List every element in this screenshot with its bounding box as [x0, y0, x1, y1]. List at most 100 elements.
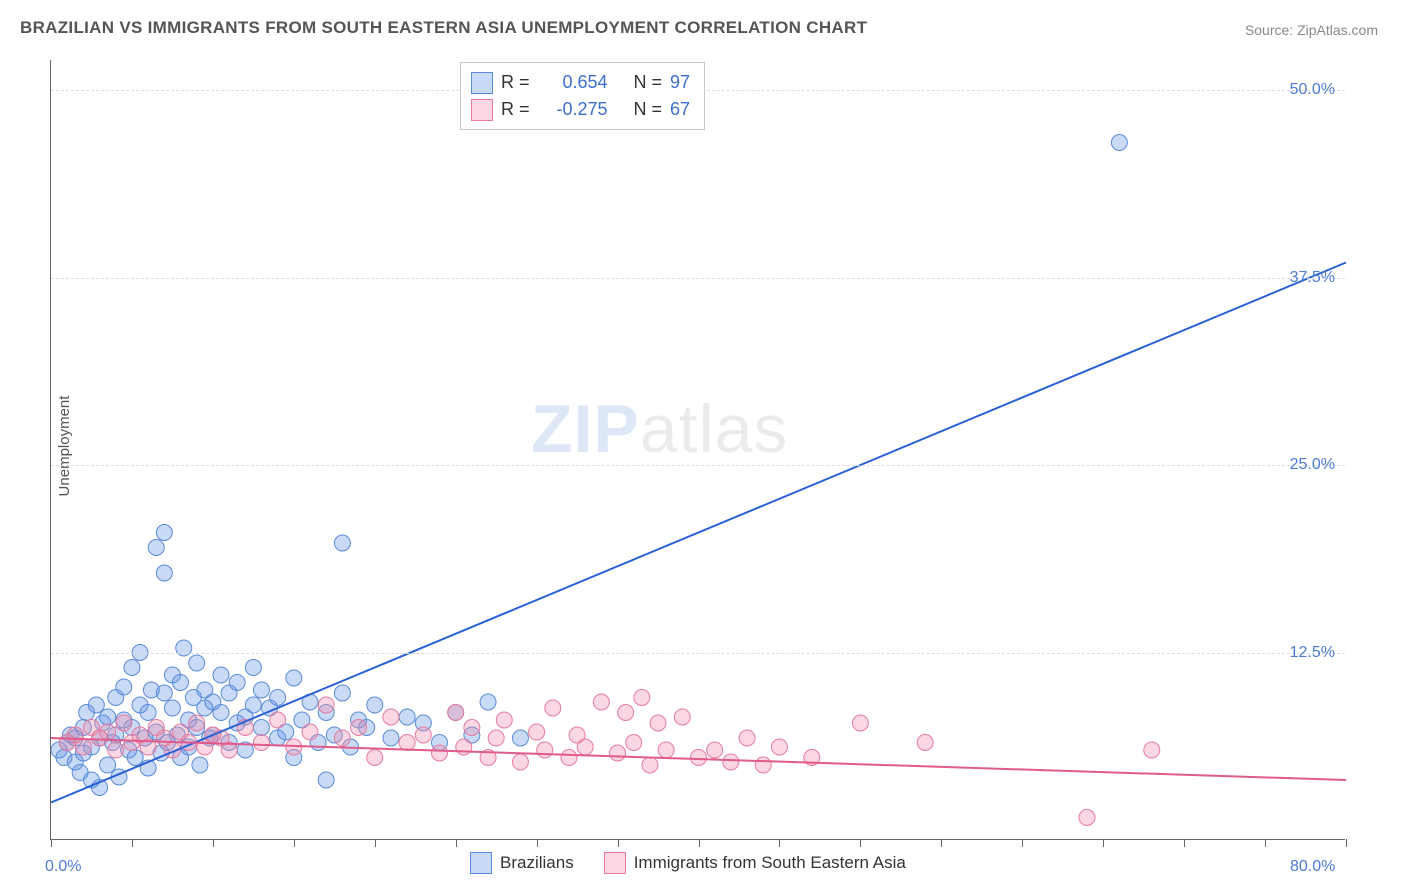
r-value-blue: 0.654 [538, 69, 608, 96]
x-tick [860, 839, 861, 847]
scatter-point [771, 739, 787, 755]
scatter-point [351, 720, 367, 736]
x-tick [1022, 839, 1023, 847]
x-axis-max-label: 80.0% [1290, 858, 1335, 876]
scatter-point [399, 709, 415, 725]
n-value-blue: 97 [670, 69, 690, 96]
x-tick [618, 839, 619, 847]
scatter-point [634, 690, 650, 706]
legend-item-blue: Brazilians [470, 852, 574, 874]
scatter-point [100, 709, 116, 725]
scatter-point [318, 772, 334, 788]
scatter-point [253, 682, 269, 698]
x-tick [537, 839, 538, 847]
n-value-pink: 67 [670, 96, 690, 123]
scatter-point [367, 750, 383, 766]
scatter-point [529, 724, 545, 740]
scatter-point [432, 745, 448, 761]
scatter-point [545, 700, 561, 716]
scatter-point [1111, 135, 1127, 151]
swatch-blue [471, 72, 493, 94]
scatter-point [650, 715, 666, 731]
scatter-point [173, 675, 189, 691]
legend: Brazilians Immigrants from South Eastern… [470, 852, 906, 874]
scatter-point [270, 712, 286, 728]
chart-plot-area: ZIPatlas 12.5%25.0%37.5%50.0% [50, 60, 1345, 840]
scatter-point [189, 655, 205, 671]
scatter-point [245, 697, 261, 713]
scatter-point [116, 679, 132, 695]
scatter-point [229, 675, 245, 691]
r-value-pink: -0.275 [538, 96, 608, 123]
x-tick [941, 839, 942, 847]
legend-swatch-blue [470, 852, 492, 874]
scatter-point [108, 742, 124, 758]
scatter-point [270, 690, 286, 706]
scatter-point [116, 715, 132, 731]
scatter-point [383, 709, 399, 725]
corr-row-blue: R = 0.654 N = 97 [471, 69, 690, 96]
source-attribution: Source: ZipAtlas.com [1245, 22, 1378, 38]
x-tick [1346, 839, 1347, 847]
scatter-point [496, 712, 512, 728]
scatter-point [302, 724, 318, 740]
legend-label-blue: Brazilians [500, 853, 574, 873]
scatter-point [318, 697, 334, 713]
scatter-point [156, 525, 172, 541]
scatter-point [213, 705, 229, 721]
x-tick [1103, 839, 1104, 847]
scatter-point [537, 742, 553, 758]
scatter-point [192, 757, 208, 773]
scatter-point [480, 694, 496, 710]
scatter-point [488, 730, 504, 746]
y-tick-label: 25.0% [1290, 456, 1335, 474]
scatter-point [334, 535, 350, 551]
scatter-point [124, 660, 140, 676]
scatter-point [253, 735, 269, 751]
scatter-point [140, 705, 156, 721]
scatter-point [100, 724, 116, 740]
gridline [51, 653, 1345, 654]
x-tick [51, 839, 52, 847]
scatter-point [334, 730, 350, 746]
scatter-point [674, 709, 690, 725]
scatter-point [561, 750, 577, 766]
scatter-point [577, 739, 593, 755]
scatter-point [156, 685, 172, 701]
x-tick [213, 839, 214, 847]
scatter-point [164, 700, 180, 716]
scatter-point [626, 735, 642, 751]
x-tick [779, 839, 780, 847]
swatch-pink [471, 99, 493, 121]
scatter-point [415, 727, 431, 743]
scatter-point [456, 739, 472, 755]
scatter-point [148, 540, 164, 556]
scatter-point [399, 735, 415, 751]
scatter-point [100, 757, 116, 773]
scatter-point [156, 565, 172, 581]
scatter-point [707, 742, 723, 758]
legend-label-pink: Immigrants from South Eastern Asia [634, 853, 906, 873]
scatter-point [383, 730, 399, 746]
gridline [51, 278, 1345, 279]
source-link[interactable]: ZipAtlas.com [1297, 22, 1378, 38]
scatter-point [739, 730, 755, 746]
x-tick [1265, 839, 1266, 847]
legend-item-pink: Immigrants from South Eastern Asia [604, 852, 906, 874]
x-tick [1184, 839, 1185, 847]
scatter-point [723, 754, 739, 770]
x-tick [294, 839, 295, 847]
scatter-point [642, 757, 658, 773]
y-tick-label: 12.5% [1290, 644, 1335, 662]
trendline [51, 263, 1346, 803]
scatter-point [1079, 810, 1095, 826]
chart-title: BRAZILIAN VS IMMIGRANTS FROM SOUTH EASTE… [20, 18, 867, 38]
scatter-point [127, 750, 143, 766]
scatter-point [176, 640, 192, 656]
x-axis-min-label: 0.0% [45, 858, 81, 876]
correlation-stats-box: R = 0.654 N = 97 R = -0.275 N = 67 [460, 62, 705, 130]
scatter-point [464, 720, 480, 736]
scatter-point [658, 742, 674, 758]
y-tick-label: 37.5% [1290, 269, 1335, 287]
scatter-point [334, 685, 350, 701]
